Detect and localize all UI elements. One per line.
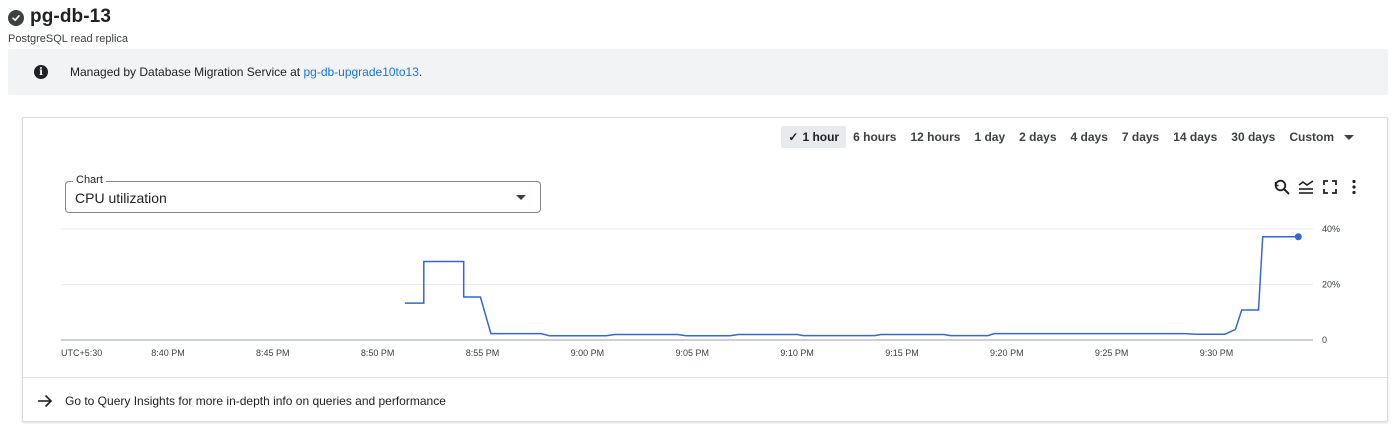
time-range-4-days[interactable]: 4 days	[1070, 130, 1108, 144]
banner-text: Managed by Database Migration Service at	[70, 65, 304, 79]
time-range-1-hour[interactable]: ✓ 1 hour	[781, 126, 847, 148]
info-banner: i Managed by Database Migration Service …	[8, 49, 1388, 95]
legend-toggle-icon[interactable]	[1297, 178, 1315, 196]
x-tick-label: 9:25 PM	[1095, 348, 1129, 358]
time-range-2-days[interactable]: 2 days	[1019, 130, 1057, 144]
time-range-label: 1 hour	[802, 130, 840, 144]
banner-message: Managed by Database Migration Service at…	[70, 65, 422, 79]
y-tick-label: 20%	[1322, 280, 1340, 290]
x-tick-label: 8:50 PM	[361, 348, 395, 358]
chart-select-value: CPU utilization	[75, 190, 167, 206]
more-vert-icon[interactable]	[1345, 178, 1363, 196]
y-tick-label: 40%	[1322, 224, 1340, 234]
check-icon: ✓	[788, 130, 799, 144]
query-insights-link[interactable]: Go to Query Insights for more in-depth i…	[23, 377, 1387, 423]
x-tick-label: 9:10 PM	[780, 348, 814, 358]
chart-select-label: Chart	[73, 174, 106, 186]
time-range-7-days[interactable]: 7 days	[1121, 130, 1160, 144]
fullscreen-icon[interactable]	[1321, 178, 1339, 196]
time-range-14-days[interactable]: 14 days	[1173, 130, 1218, 144]
x-tick-label: 8:55 PM	[466, 348, 500, 358]
query-insights-text: Go to Query Insights for more in-depth i…	[65, 393, 446, 408]
x-tick-label: 9:15 PM	[885, 348, 919, 358]
banner-suffix: .	[418, 65, 423, 79]
custom-label: Custom	[1289, 130, 1334, 144]
page-header: pg-db-13	[8, 2, 111, 32]
time-range-custom[interactable]: Custom	[1282, 126, 1361, 148]
x-tick-label: 9:05 PM	[675, 348, 709, 358]
monitoring-card: ✓ 1 hour 6 hours 12 hours 1 day 2 days 4 …	[22, 117, 1388, 422]
x-tick-label: 9:30 PM	[1200, 348, 1234, 358]
check-circle-icon	[8, 9, 24, 26]
chart-metric-select[interactable]: Chart CPU utilization	[65, 174, 541, 213]
info-icon: i	[34, 65, 48, 79]
arrow-right-icon	[37, 393, 53, 409]
x-tick-label: 8:40 PM	[151, 348, 185, 358]
time-range-30-days[interactable]: 30 days	[1231, 130, 1276, 144]
cpu-utilization-chart[interactable]: 0 20% 40% UTC+5:30 8:40 PM 8:45 PM 8:50 PM 8:55…	[23, 213, 1389, 363]
migration-job-link[interactable]: pg-db-upgrade10to13	[303, 65, 419, 79]
x-tick-label: 9:20 PM	[990, 348, 1024, 358]
series-end-point	[1294, 233, 1302, 241]
y-tick-label: 0	[1322, 335, 1327, 345]
chevron-down-icon	[1344, 134, 1354, 140]
series-line-cpu-utilization	[404, 236, 1299, 337]
x-tick-label: 9:00 PM	[571, 348, 605, 358]
chart-toolbar	[1273, 178, 1363, 196]
time-range-12-hours[interactable]: 12 hours	[910, 130, 961, 144]
time-range-selector: ✓ 1 hour 6 hours 12 hours 1 day 2 days 4 …	[781, 126, 1361, 148]
reset-zoom-icon[interactable]	[1273, 178, 1291, 196]
time-range-6-hours[interactable]: 6 hours	[853, 130, 897, 144]
page-title: pg-db-13	[30, 6, 112, 27]
dropdown-arrow-icon	[516, 195, 526, 200]
x-tick-label: 8:45 PM	[256, 348, 290, 358]
time-range-1-day[interactable]: 1 day	[974, 130, 1006, 144]
instance-type: PostgreSQL read replica	[8, 33, 129, 45]
x-tick-label: UTC+5:30	[61, 348, 102, 358]
